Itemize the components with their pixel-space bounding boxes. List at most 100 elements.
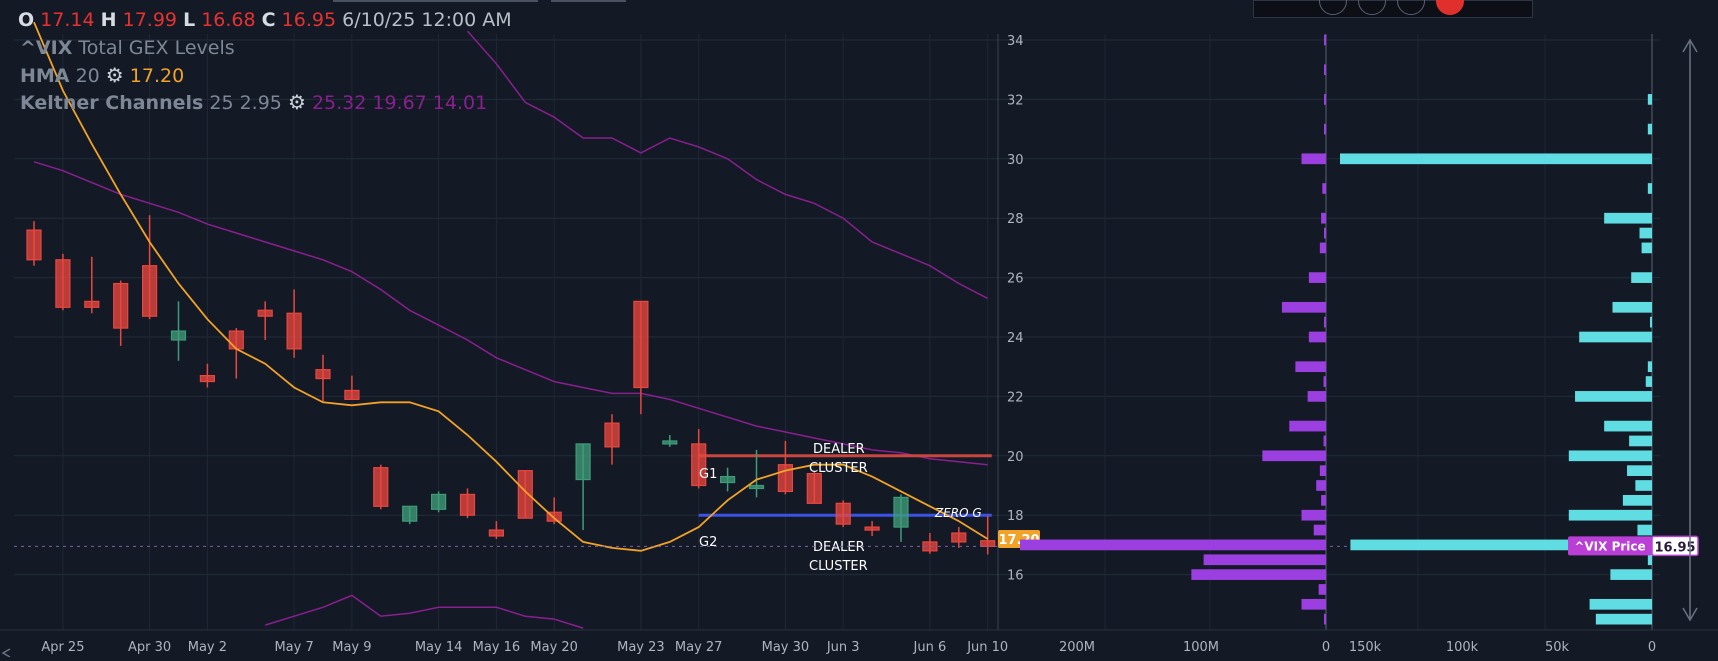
hma-line [33, 21, 989, 552]
legend-hma[interactable]: HMA 20 ⚙ 17.20 [20, 63, 184, 87]
candle-body-28 [835, 502, 851, 525]
toolbar-circle-button-3[interactable] [1397, 0, 1425, 15]
label-g2: G2 [699, 535, 717, 550]
candle-body-13 [402, 505, 418, 522]
gex-right-bar-21 [1622, 495, 1652, 506]
candle-body-1 [55, 259, 71, 308]
candles-group [26, 215, 996, 555]
y-tick-label-9: 34 [1007, 34, 1024, 49]
candle-body-0 [26, 229, 42, 261]
legend-kc-values: 25.32 19.67 14.01 [311, 92, 488, 114]
legend-symbol: ^VIX [20, 37, 73, 59]
y-tick-label-3: 22 [1007, 390, 1024, 405]
gex-right-bar-26 [1610, 569, 1652, 580]
candle-body-19 [575, 443, 591, 481]
gex-left-bar-21 [1321, 495, 1326, 506]
candle-body-21 [633, 300, 649, 389]
low-value: 16.68 [201, 9, 256, 31]
y-tick-label-2: 20 [1007, 450, 1024, 465]
gex-left-bar-29 [1324, 613, 1326, 625]
gex-left-bar-10 [1281, 301, 1326, 313]
y-tick-label-7: 30 [1007, 153, 1024, 168]
gex-right-bar-24 [1350, 539, 1652, 551]
label-dealer-upper-2: CLUSTER [809, 461, 868, 476]
legend-hma-name: HMA [20, 65, 70, 87]
gex-right-bar-3 [1647, 123, 1652, 135]
gex-left-bar-13 [1295, 361, 1326, 373]
top-scroll-stub-1 [333, 0, 538, 2]
gex-right-tick-label-3: 0 [1648, 640, 1656, 655]
gex-left-bar-6 [1321, 212, 1326, 224]
gex-left-bar-11 [1324, 316, 1326, 328]
candle-body-30 [893, 496, 909, 528]
x-tick-label-7: May 20 [530, 640, 578, 655]
candle-body-7 [228, 330, 244, 350]
y-tick-label-1: 18 [1007, 509, 1024, 524]
candle-body-18 [546, 511, 562, 522]
candle-body-22 [662, 440, 678, 445]
gex-right-bar-4 [1340, 153, 1652, 165]
gex-right-bar-10 [1612, 301, 1652, 313]
x-tick-label-0: Apr 25 [41, 640, 84, 655]
gex-left-bar-2 [1324, 94, 1326, 105]
gex-left-bar-15 [1307, 391, 1326, 402]
ohlc-header: O 17.14 H 17.99 L 16.68 C 16.95 6/10/25 … [18, 9, 512, 31]
kc-settings-gear-icon[interactable]: ⚙ [287, 90, 306, 114]
candle-body-12 [373, 467, 389, 507]
candle-body-8 [257, 309, 273, 317]
candle-body-5 [170, 330, 187, 341]
label-dealer-upper-1: DEALER [813, 442, 865, 457]
gex-left-bar-0 [1324, 34, 1326, 46]
candle-body-14 [431, 493, 447, 510]
x-tick-label-8: May 23 [617, 640, 665, 655]
gex-left-bar-7 [1324, 227, 1326, 239]
x-tick-label-13: Jun 10 [966, 640, 1008, 655]
legend-kc-params: 25 2.95 [209, 92, 282, 114]
gex-right-bar-14 [1645, 376, 1652, 387]
candle-body-29 [864, 526, 880, 531]
gex-left-tick-label-0: 200M [1059, 640, 1095, 655]
close-label: C [261, 9, 276, 31]
vix-price-tag [1568, 536, 1652, 556]
candle-body-17 [517, 470, 533, 519]
toolbar-record-button[interactable] [1436, 0, 1464, 15]
legend-hma-period: 20 [75, 65, 100, 87]
x-tick-label-5: May 14 [415, 640, 463, 655]
x-tick-label-11: Jun 3 [826, 640, 860, 655]
candle-body-24 [719, 475, 736, 484]
gex-right-tick-label-2: 50k [1545, 640, 1570, 655]
candle-body-2 [84, 300, 100, 308]
legend-keltner[interactable]: Keltner Channels 25 2.95 ⚙ 25.32 19.67 1… [20, 90, 487, 114]
x-tick-label-10: May 30 [762, 640, 810, 655]
gex-right-bar-11 [1650, 316, 1652, 328]
gex-left-bar-28 [1301, 598, 1326, 610]
candle-body-25 [748, 484, 765, 490]
candle-body-4 [142, 265, 158, 317]
gex-left-bar-27 [1318, 584, 1326, 595]
gex-left-bar-8 [1319, 242, 1326, 254]
hma-settings-gear-icon[interactable]: ⚙ [105, 63, 124, 87]
drawing-toolbar[interactable] [1253, 0, 1533, 18]
gex-right-bar-8 [1641, 242, 1652, 254]
gex-left-bar-5 [1322, 183, 1326, 194]
label-dealer-lower-1: DEALER [813, 540, 865, 555]
gex-left-bar-9 [1308, 272, 1326, 283]
gex-left-bar-1 [1324, 64, 1326, 76]
gex-right-tick-label-0: 150k [1349, 640, 1382, 655]
high-value: 17.99 [122, 9, 178, 31]
scroll-left-arrow-icon [1, 648, 11, 658]
gex-right-bars [1340, 94, 1652, 625]
gex-left-bar-19 [1319, 465, 1326, 476]
candle-body-32 [951, 532, 967, 543]
toolbar-circle-button-1[interactable] [1319, 0, 1347, 15]
toolbar-circle-button-2[interactable] [1358, 0, 1386, 15]
y-tick-label-4: 24 [1007, 331, 1024, 346]
gex-right-bar-12 [1579, 331, 1652, 343]
candle-body-9 [286, 312, 302, 350]
scroll-down-arrow-icon [1682, 607, 1698, 622]
keltner-lower-line [264, 594, 584, 629]
gex-right-bar-9 [1631, 272, 1652, 283]
x-tick-label-1: Apr 30 [128, 640, 171, 655]
gex-right-bar-16 [1604, 420, 1652, 432]
